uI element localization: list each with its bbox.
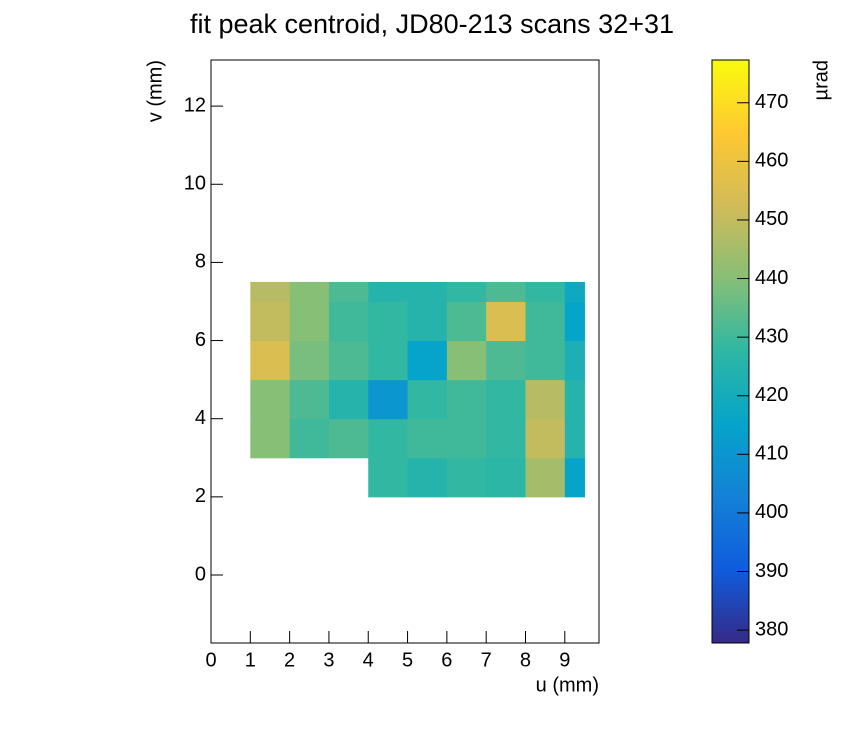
heatmap-cell <box>368 418 409 459</box>
colorbar-tick-label: 420 <box>755 384 788 406</box>
heatmap-cell <box>525 457 566 498</box>
heatmap-cell <box>407 301 448 342</box>
colorbar <box>712 60 749 643</box>
heatmap-cell <box>368 340 409 381</box>
colorbar-tick-label: 380 <box>755 618 788 640</box>
heatmap-cell <box>368 301 409 342</box>
colorbar-frame <box>711 59 750 644</box>
colorbar-label: µrad <box>810 60 832 100</box>
y-tick-label: 4 <box>195 407 206 429</box>
colorbar-tick-label: 440 <box>755 267 788 289</box>
y-axis-label: v (mm) <box>144 60 166 122</box>
x-tick-label: 8 <box>520 649 531 671</box>
heatmap-cell <box>446 418 487 459</box>
x-tick-label: 6 <box>441 649 452 671</box>
heatmap-cell <box>250 379 291 420</box>
heatmap-cell <box>328 340 369 381</box>
heatmap-cell <box>525 418 566 459</box>
colorbar-tick-label: 410 <box>755 443 788 465</box>
heatmap-cell <box>525 281 566 302</box>
heatmap-cell <box>407 281 448 302</box>
y-tick-label: 8 <box>195 251 206 273</box>
heatmap-cell <box>486 457 526 498</box>
heatmap-cell <box>328 418 369 459</box>
x-axis-label: u (mm) <box>536 674 599 696</box>
heatmap-cell <box>250 340 291 381</box>
y-tick-label: 12 <box>184 94 206 116</box>
heatmap-cell <box>564 418 585 459</box>
plot-frame <box>210 59 600 644</box>
x-tick-label: 7 <box>481 649 492 671</box>
x-tick-label: 3 <box>323 649 334 671</box>
heatmap-cell <box>446 457 487 498</box>
heatmap-cell <box>486 340 526 381</box>
heatmap-cell <box>407 418 448 459</box>
heatmap-cell <box>564 340 585 381</box>
heatmap-cell <box>446 340 487 381</box>
heatmap-cell <box>564 301 585 342</box>
x-tick-label: 2 <box>284 649 295 671</box>
y-tick-label: 10 <box>184 173 206 195</box>
chart-title: fit peak centroid, JD80-213 scans 32+31 <box>190 9 674 39</box>
heatmap-cell <box>328 301 369 342</box>
heatmap-cell <box>564 457 585 498</box>
y-tick-label: 6 <box>195 329 206 351</box>
heatmap-cell <box>446 301 487 342</box>
heatmap-cell <box>250 301 291 342</box>
heatmap-cell <box>328 379 369 420</box>
x-tick-label: 9 <box>559 649 570 671</box>
y-tick-label: 2 <box>195 485 206 507</box>
heatmap-cell <box>289 301 330 342</box>
heatmap-cell <box>446 379 487 420</box>
colorbar-tick-label: 430 <box>755 325 788 347</box>
x-tick-label: 0 <box>205 649 216 671</box>
heatmap-cell <box>368 379 409 420</box>
heatmap-cell <box>525 340 566 381</box>
heatmap-cell <box>564 281 585 302</box>
heatmap-cell <box>446 281 487 302</box>
colorbar-tick-label: 400 <box>755 501 788 523</box>
heatmap-cell <box>368 281 409 302</box>
colorbar-tick-label: 470 <box>755 91 788 113</box>
heatmap-cell <box>368 457 409 498</box>
x-tick-label: 1 <box>245 649 256 671</box>
heatmap-cell <box>564 379 585 420</box>
heatmap-cell <box>250 418 291 459</box>
heatmap-cell <box>525 301 566 342</box>
heatmap-cell <box>407 457 448 498</box>
heatmap-cell <box>289 281 330 302</box>
colorbar-tick-label: 450 <box>755 208 788 230</box>
y-tick-label: 0 <box>195 563 206 585</box>
heatmap-cell <box>486 301 526 342</box>
heatmap-cell <box>486 379 526 420</box>
heatmap-cell <box>486 418 526 459</box>
heatmap-cell <box>486 281 526 302</box>
heatmap-cell <box>289 379 330 420</box>
x-tick-label: 5 <box>402 649 413 671</box>
heatmap-cell <box>289 340 330 381</box>
colorbar-tick-label: 460 <box>755 150 788 172</box>
heatmap-cell <box>328 281 369 302</box>
heatmap-cell <box>407 340 448 381</box>
heatmap-cell <box>289 418 330 459</box>
heatmap-cell <box>250 281 291 302</box>
heatmap-cell <box>525 379 566 420</box>
colorbar-tick-label: 390 <box>755 560 788 582</box>
x-tick-label: 4 <box>363 649 374 671</box>
heatmap-cell <box>407 379 448 420</box>
